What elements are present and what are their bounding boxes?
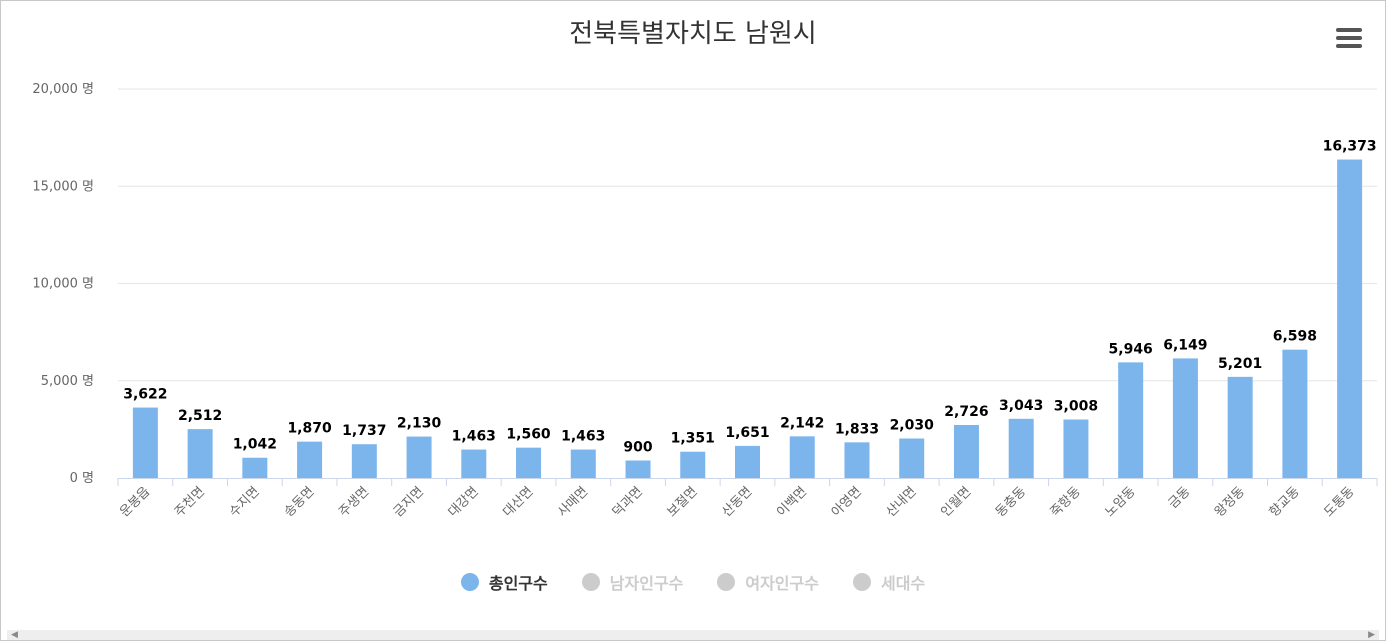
bar [1337,159,1363,478]
data-label: 1,463 [561,429,605,445]
x-tick-label: 주생면 [336,484,372,520]
x-tick-label: 노암동 [1103,484,1139,520]
data-label: 3,043 [999,398,1043,414]
bar [242,457,268,478]
x-tick-label: 왕정동 [1212,484,1248,520]
bar [132,407,158,478]
bar [1227,376,1253,478]
y-tick-label: 15,000 명 [32,179,94,194]
legend-dot-icon [460,573,479,591]
bar [789,436,815,478]
bar [1172,358,1198,478]
data-label: 2,030 [890,418,935,434]
data-label: 16,373 [1323,139,1377,155]
data-label: 6,149 [1163,337,1207,353]
x-tick-label: 대강면 [446,484,482,520]
bar [953,424,979,478]
legend-item-female-population[interactable]: 여자인구수 [717,570,819,594]
x-tick-label: 송동면 [281,484,317,520]
x-tick-label: 금동 [1166,484,1194,512]
x-tick-label: 이백면 [774,484,810,520]
bar [680,451,706,478]
bar [625,460,651,478]
x-tick-label: 산내면 [884,484,920,520]
legend-label: 세대수 [880,574,926,593]
bar [844,442,870,478]
data-label: 1,560 [506,427,551,443]
data-label: 2,512 [178,408,222,424]
x-tick-label: 대산면 [500,484,536,520]
x-tick-label: 운봉읍 [117,484,153,520]
x-tick-label: 사매면 [555,484,591,520]
bar-chart: 0 명 5,000 명 10,000 명 15,000 명 20,000 명 3,622 운… [32,82,1378,520]
chart-title: 전북특별자치도 남원시 [569,19,817,49]
x-tick-label: 동충동 [993,484,1029,520]
data-label: 1,463 [452,429,496,445]
horizontal-scrollbar[interactable]: ◀ ▶ [7,630,1379,640]
x-tick-label: 수지면 [227,484,263,520]
data-label: 1,737 [342,423,386,439]
y-tick-label: 0 명 [70,471,94,486]
data-label: 5,201 [1218,356,1262,372]
bar [1282,349,1308,478]
legend-dot-icon [852,573,871,591]
data-label: 1,833 [835,421,879,437]
legend-dot-icon [581,573,600,591]
bar [297,441,323,478]
x-tick-label: 인월면 [938,484,974,520]
bar [406,436,432,478]
legend-dot-icon [717,573,736,591]
y-tick-label: 5,000 명 [41,374,94,389]
legend: 총인구수 남자인구수 여자인구수 세대수 [1,570,1385,594]
bar [351,444,377,478]
data-label: 2,142 [780,415,824,431]
x-tick-label: 금지면 [391,484,427,520]
x-tick-label: 향교동 [1267,484,1303,520]
legend-label: 남자인구수 [609,574,684,593]
bar [1063,419,1089,478]
bar [1118,362,1144,478]
bar [570,449,596,478]
legend-label: 여자인구수 [745,574,819,593]
legend-item-total-population[interactable]: 총인구수 [460,570,548,594]
bar [735,445,760,478]
bar [1008,418,1034,478]
bar [516,447,542,478]
data-label: 900 [623,439,652,455]
bar [461,449,487,478]
legend-item-households[interactable]: 세대수 [852,570,926,594]
y-tick-label: 20,000 명 [32,82,94,97]
x-tick-label: 보절면 [665,484,701,520]
legend-label: 총인구수 [488,574,548,593]
data-label: 3,622 [123,387,167,403]
bar [187,429,213,478]
data-label: 1,042 [233,437,277,453]
data-label: 1,651 [725,425,769,441]
data-label: 2,130 [397,416,442,432]
scroll-right-arrow-icon[interactable]: ▶ [1368,630,1375,640]
data-label: 2,726 [944,404,988,420]
data-label: 1,351 [671,431,715,447]
x-tick-label: 아영면 [829,484,865,520]
bar [899,438,925,478]
data-label: 3,008 [1054,398,1098,414]
x-tick-label: 산동면 [719,484,755,520]
data-label: 5,946 [1109,341,1153,357]
hamburger-menu-icon[interactable] [1336,28,1362,50]
x-tick-label: 죽항동 [1048,484,1084,520]
data-label: 1,870 [287,421,332,437]
legend-item-male-population[interactable]: 남자인구수 [581,570,684,594]
y-tick-label: 10,000 명 [32,277,94,292]
x-tick-label: 주천면 [172,484,208,520]
data-label: 6,598 [1273,329,1317,345]
x-tick-label: 도통동 [1321,484,1357,520]
scroll-left-arrow-icon[interactable]: ◀ [11,630,18,640]
x-tick-label: 덕과면 [610,484,646,520]
